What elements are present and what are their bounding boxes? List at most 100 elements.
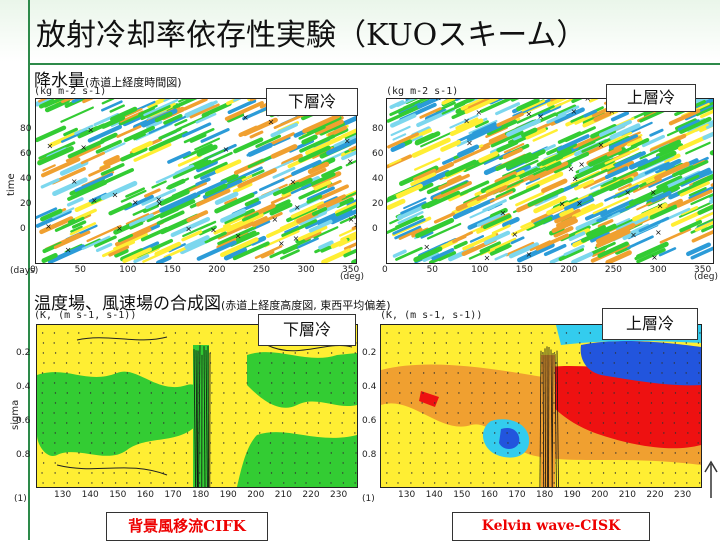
- wind-dot: [398, 342, 399, 343]
- wind-dot: [422, 422, 423, 423]
- wind-dot: [114, 352, 115, 353]
- wind-dot: [102, 462, 103, 463]
- br-corner: (1): [362, 494, 375, 504]
- wind-dot: [91, 362, 92, 363]
- wind-dot: [590, 332, 591, 333]
- wind-dot: [482, 402, 483, 403]
- wind-dot: [699, 362, 700, 363]
- wind-dot: [459, 402, 460, 403]
- wind-dot: [434, 372, 435, 373]
- wind-dot: [458, 442, 459, 443]
- wind-dot: [246, 362, 247, 363]
- wind-dot: [354, 362, 355, 363]
- wind-dot: [221, 412, 222, 413]
- wind-dot: [67, 472, 68, 473]
- br-x-tick: 190: [564, 490, 581, 500]
- wind-dot: [114, 412, 115, 413]
- wind-dot: [318, 402, 319, 403]
- wind-dot: [482, 482, 483, 483]
- wind-dot: [435, 412, 436, 413]
- wind-dot: [234, 482, 235, 483]
- wind-dot: [661, 372, 662, 373]
- wind-dot: [259, 482, 260, 483]
- bl-x-tick: 230: [330, 490, 347, 500]
- wind-dot: [675, 372, 676, 373]
- bl-x-tick: 150: [109, 490, 126, 500]
- wind-dot: [506, 432, 507, 433]
- wind-dot: [150, 482, 151, 483]
- wind-dot: [541, 332, 542, 333]
- wind-dot: [127, 372, 128, 373]
- wind-dot: [318, 442, 319, 443]
- wind-dot: [307, 402, 308, 403]
- bl-x-tick: 140: [82, 490, 99, 500]
- wind-dot: [386, 402, 387, 403]
- wind-dot: [210, 452, 211, 453]
- wind-dot: [579, 452, 580, 453]
- wind-dot: [434, 342, 435, 343]
- wind-dot: [446, 382, 447, 383]
- wind-dot: [602, 452, 603, 453]
- cross-marker: ×: [278, 239, 285, 248]
- wind-dot: [115, 422, 116, 423]
- wind-dot: [198, 442, 199, 443]
- wind-dot: [423, 462, 424, 463]
- wind-dot: [567, 482, 568, 483]
- wind-dot: [434, 482, 435, 483]
- wind-dot: [150, 422, 151, 423]
- wind-dot: [590, 472, 591, 473]
- tl-tag: 下層冷: [266, 88, 358, 116]
- tl-x-tick: 200: [208, 265, 225, 275]
- wind-dot: [126, 402, 127, 403]
- wind-dot: [125, 462, 126, 463]
- tr-y-tick: 20: [372, 199, 383, 209]
- wind-dot: [662, 392, 663, 393]
- wind-dot: [482, 442, 483, 443]
- wind-dot: [270, 422, 271, 423]
- wind-dot: [662, 472, 663, 473]
- wind-dot: [686, 442, 687, 443]
- wind-dot: [67, 432, 68, 433]
- wind-dot: [661, 452, 662, 453]
- wind-dot: [283, 482, 284, 483]
- wind-dot: [235, 462, 236, 463]
- wind-dot: [554, 392, 555, 393]
- cross-marker: ×: [294, 203, 301, 212]
- wind-dot: [162, 352, 163, 353]
- wind-dot: [258, 422, 259, 423]
- wind-dot: [199, 362, 200, 363]
- wind-dot: [258, 452, 259, 453]
- wind-dot: [386, 382, 387, 383]
- wind-dot: [355, 352, 356, 353]
- cross-marker: ×: [423, 243, 430, 252]
- wind-dot: [54, 422, 55, 423]
- wind-dot: [78, 332, 79, 333]
- wind-dot: [42, 482, 43, 483]
- cross-marker: ×: [46, 141, 53, 150]
- wind-dot: [79, 422, 80, 423]
- wind-dot: [399, 432, 400, 433]
- wind-dot: [187, 392, 188, 393]
- tl-hovmoller-plot: ××××××××××××××××××××××××××××: [36, 99, 356, 263]
- wind-dot: [79, 372, 80, 373]
- wind-dot: [175, 362, 176, 363]
- cross-marker: ×: [576, 199, 583, 208]
- wind-dot: [579, 482, 580, 483]
- wind-dot: [282, 422, 283, 423]
- wind-dot: [233, 392, 234, 393]
- wind-dot: [282, 472, 283, 473]
- wind-dot: [422, 432, 423, 433]
- tr-x-tick: 0: [382, 265, 388, 275]
- wind-dot: [541, 372, 542, 373]
- wind-dot: [126, 452, 127, 453]
- wind-dot: [541, 362, 542, 363]
- wind-dot: [638, 442, 639, 443]
- wind-dot: [614, 422, 615, 423]
- wind-dot: [210, 412, 211, 413]
- tl-x-tick: 100: [119, 265, 136, 275]
- wind-dot: [139, 482, 140, 483]
- wind-dot: [79, 352, 80, 353]
- cross-marker: ×: [235, 232, 242, 241]
- wind-dot: [578, 462, 579, 463]
- wind-dot: [530, 402, 531, 403]
